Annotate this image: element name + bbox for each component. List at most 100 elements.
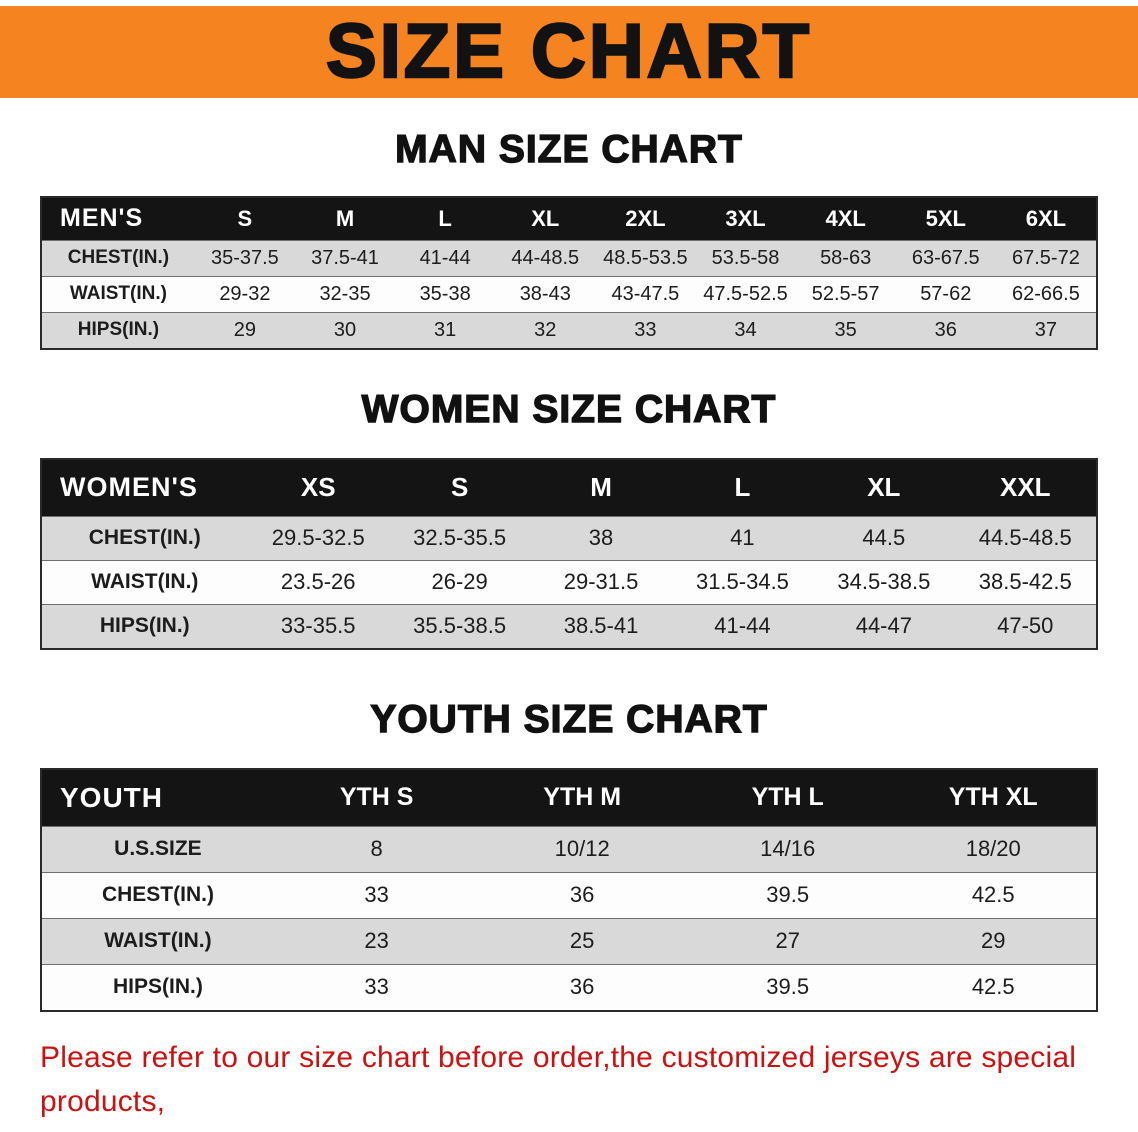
table-cell: 8: [370, 836, 383, 861]
table-cell: 38: [588, 525, 614, 550]
table-row: CHEST(IN.) 35-37.5 37.5-41 41-44 44-48.5 48.5…: [42, 240, 1096, 276]
table-row: CHEST(IN.) 33 36 39.5 42.5: [42, 872, 1096, 918]
table-cell: 43-47.5: [611, 282, 680, 305]
size-column-header: YTH S: [273, 770, 480, 826]
banner: SIZE CHART: [0, 6, 1138, 98]
table-cell: 33: [364, 974, 389, 1000]
table-cell: 62-66.5: [1011, 282, 1080, 305]
table-cell: 33-35.5: [280, 613, 356, 639]
table-cell: 10/12: [554, 836, 610, 861]
youth-section-heading: YOUTH SIZE CHART: [370, 697, 768, 741]
table-cell: 25: [569, 928, 595, 953]
table-cell: 32-35: [319, 282, 371, 305]
table-cell: 29.5-32.5: [271, 525, 365, 550]
table-cell: 67.5-72: [1011, 246, 1080, 269]
table-cell: 36: [569, 882, 595, 907]
size-column-header: L: [395, 198, 496, 240]
table-cell: 39.5: [766, 974, 810, 1000]
table-cell: 44.5: [862, 525, 906, 550]
table-cell: 26-29: [431, 569, 488, 594]
youth-section: YOUTH SIZE CHART YOUTH YTH S YTH M YTH L YTH…: [0, 697, 1138, 1012]
table-cell: 36: [569, 974, 595, 1000]
size-column-header: 4XL: [795, 198, 896, 240]
row-label: HIPS(IN.): [99, 614, 190, 638]
size-column-header: S: [388, 460, 531, 516]
table-cell: 42.5: [971, 974, 1015, 1000]
table-cell: 37.5-41: [311, 246, 379, 269]
row-label: WAIST(IN.): [69, 283, 167, 304]
table-cell: 23: [364, 928, 389, 953]
men-section-heading: MAN SIZE CHART: [394, 127, 743, 171]
size-column-header: S: [194, 198, 295, 240]
size-column-header: XL: [813, 460, 955, 516]
table-cell: 38.5-42.5: [978, 569, 1072, 594]
table-cell: 31: [434, 318, 457, 341]
men-size-table: MEN'S S M L XL 2XL 3XL 4XL 5XL 6XL CHEST(IN.) 35-37…: [40, 196, 1098, 350]
disclaimer-note: Please refer to our size chart before or…: [40, 1036, 1102, 1132]
size-column-header: M: [294, 198, 396, 240]
table-row: HIPS(IN.) 33-35.5 35.5-38.5 38.5-41 41-44 44-…: [42, 604, 1096, 648]
table-group-label: MEN'S: [42, 198, 195, 240]
youth-size-table: YOUTH YTH S YTH M YTH L YTH XL U.S.SIZE 8 10/12…: [40, 768, 1098, 1012]
table-row: U.S.SIZE 8 10/12 14/16 18/20: [42, 826, 1096, 872]
table-cell: 41-44: [714, 613, 771, 639]
header-row: YOUTH YTH S YTH M YTH L YTH XL: [42, 770, 1096, 826]
table-cell: 35-37.5: [210, 246, 279, 269]
table-cell: 35.5-38.5: [413, 613, 507, 639]
table-cell: 47.5-52.5: [703, 282, 788, 305]
table-cell: 63-67.5: [911, 246, 980, 269]
table-cell: 39.5: [766, 882, 810, 907]
table-cell: 23.5-26: [280, 569, 356, 594]
table-row: HIPS(IN.) 33 36 39.5 42.5: [42, 964, 1096, 1010]
table-cell: 29-32: [219, 282, 271, 305]
table-cell: 34.5-38.5: [837, 569, 931, 594]
women-table: WOMEN'S XS S M L XL XXL CHEST(IN.) 29.5-32.5 32.5…: [42, 460, 1096, 648]
table-cell: 41-44: [419, 246, 471, 269]
row-label: CHEST(IN.): [88, 526, 201, 549]
table-cell: 34: [734, 318, 757, 341]
table-cell: 53.5-58: [711, 246, 780, 269]
table-cell: 33: [634, 318, 657, 341]
size-column-header: YTH L: [684, 770, 891, 826]
table-cell: 47-50: [997, 613, 1054, 639]
size-column-header: M: [530, 460, 672, 516]
table-cell: 32: [534, 318, 557, 341]
table-cell: 35-38: [419, 282, 471, 305]
size-column-header: YTH M: [479, 770, 685, 826]
youth-table: YOUTH YTH S YTH M YTH L YTH XL U.S.SIZE 8 10/12…: [42, 770, 1096, 1010]
table-cell: 37: [1034, 318, 1058, 341]
table-cell: 29-31.5: [563, 569, 639, 594]
row-label: HIPS(IN.): [113, 975, 203, 999]
table-cell: 29: [233, 318, 257, 341]
header-row: WOMEN'S XS S M L XL XXL: [42, 460, 1096, 516]
table-cell: 58-63: [820, 246, 872, 269]
women-section: WOMEN SIZE CHART WOMEN'S XS S M L XL XXL CHEST(…: [0, 387, 1138, 650]
table-cell: 31.5-34.5: [695, 569, 789, 594]
table-cell: 18/20: [965, 836, 1021, 861]
table-group-label: YOUTH: [42, 770, 274, 826]
table-cell: 48.5-53.5: [603, 246, 688, 269]
table-cell: 38.5-41: [563, 613, 639, 639]
table-row: WAIST(IN.) 29-32 32-35 35-38 38-43 43-47.5 47.…: [42, 276, 1096, 312]
table-cell: 30: [333, 318, 357, 341]
table-cell: 57-62: [920, 282, 972, 305]
table-cell: 35: [834, 318, 857, 341]
women-size-table: WOMEN'S XS S M L XL XXL CHEST(IN.) 29.5-32.5 32.5…: [40, 458, 1098, 650]
size-column-header: XXL: [954, 460, 1096, 516]
header-row: MEN'S S M L XL 2XL 3XL 4XL 5XL 6XL: [42, 198, 1096, 240]
size-column-header: 5XL: [895, 198, 996, 240]
table-cell: 38-43: [519, 282, 571, 305]
row-label: WAIST(IN.): [91, 570, 199, 593]
table-cell: 44-47: [855, 613, 912, 639]
table-group-label: WOMEN'S: [42, 460, 248, 516]
table-cell: 14/16: [760, 836, 816, 861]
table-cell: 29: [980, 928, 1006, 953]
row-label: WAIST(IN.): [104, 929, 212, 952]
size-column-header: XS: [247, 460, 389, 516]
row-label: HIPS(IN.): [77, 319, 160, 341]
table-cell: 44-48.5: [511, 246, 580, 269]
row-label: U.S.SIZE: [114, 837, 202, 860]
table-row: WAIST(IN.) 23.5-26 26-29 29-31.5 31.5-34.5 34…: [42, 560, 1096, 604]
table-row: HIPS(IN.) 29 30 31 32 33 34 35 36 37: [42, 312, 1096, 348]
